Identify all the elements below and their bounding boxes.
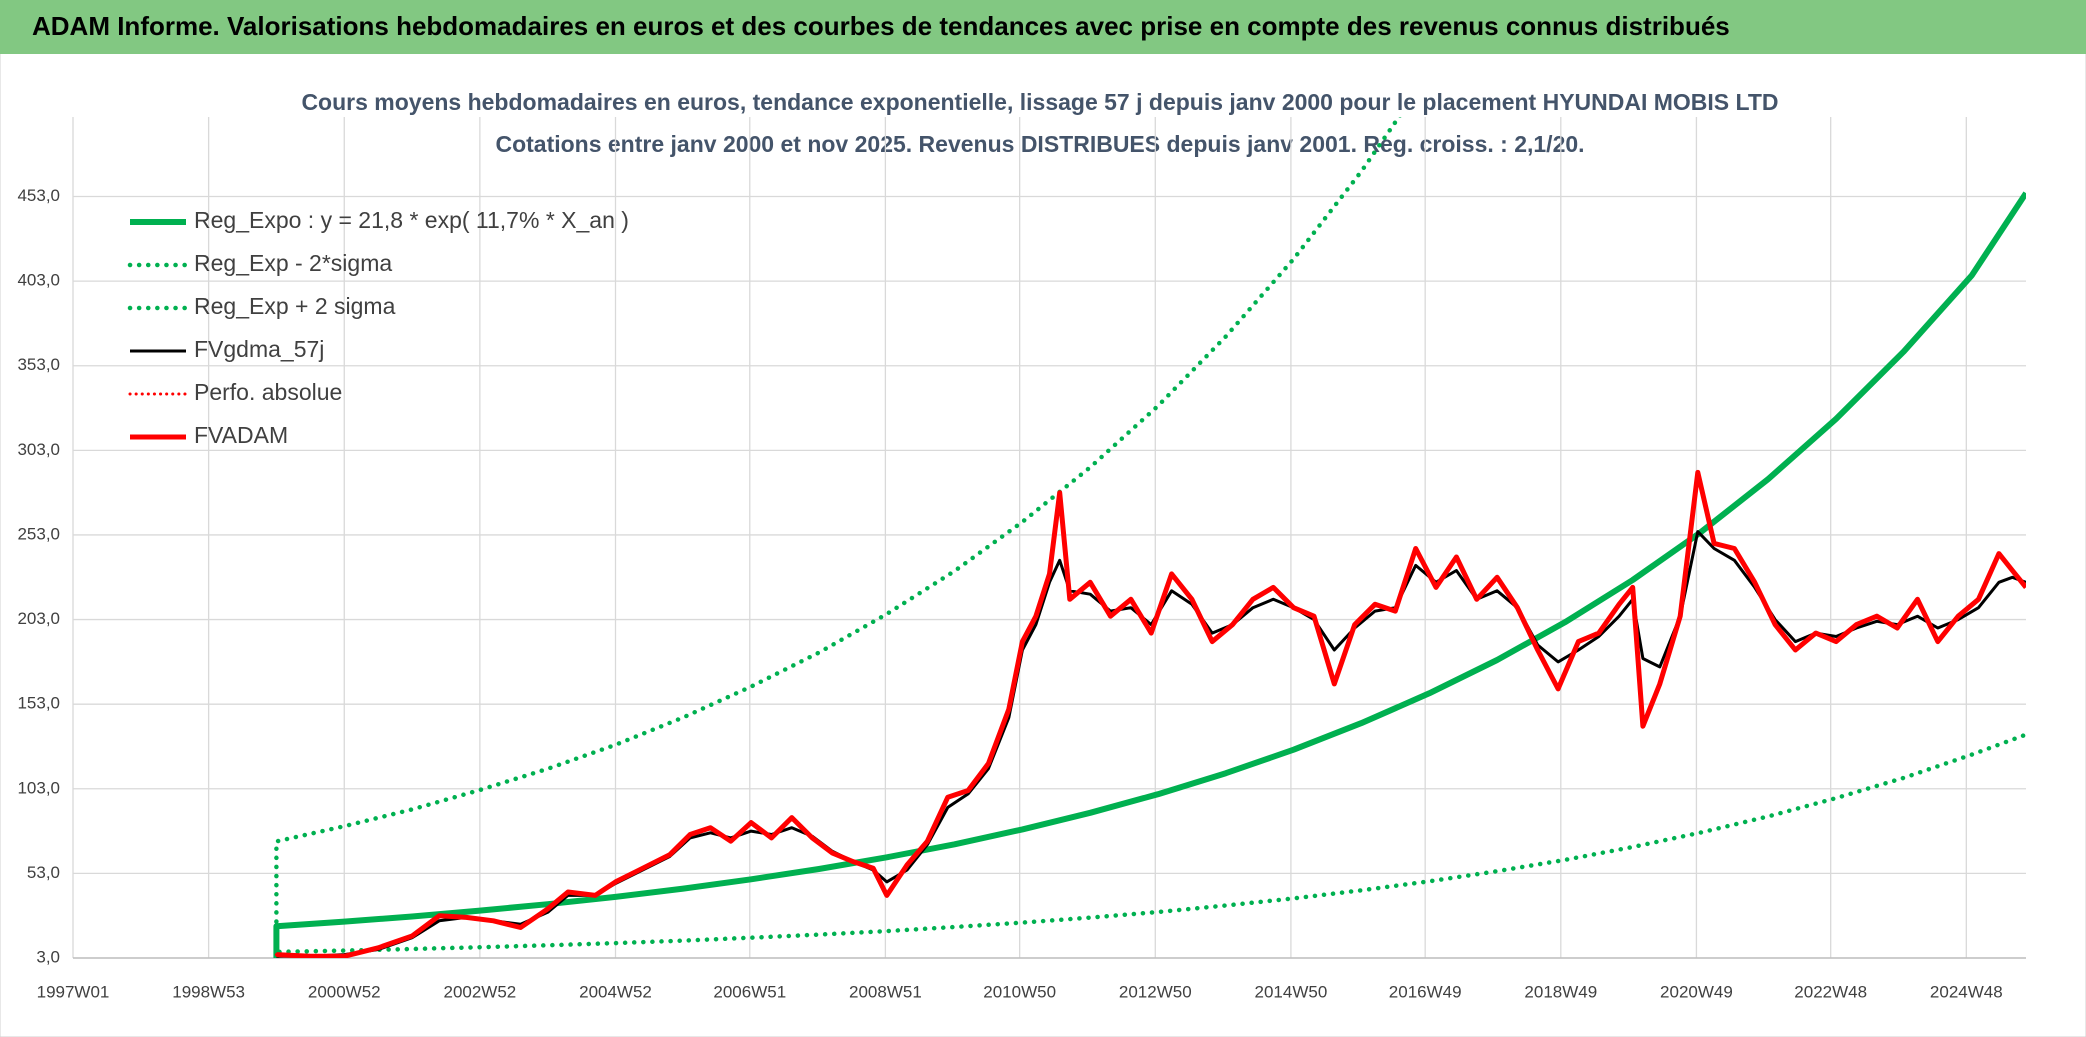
series-line <box>273 191 2026 958</box>
legend-label: Reg_Exp - 2*sigma <box>194 250 392 276</box>
x-tick-label: 2016W49 <box>1389 982 1462 1001</box>
x-tick-label: 2000W52 <box>308 982 381 1001</box>
x-tick-label: 2010W50 <box>983 982 1056 1001</box>
series-line <box>276 469 2026 958</box>
legend-label: Reg_Exp + 2 sigma <box>194 293 396 319</box>
y-tick-label: 303,0 <box>17 440 60 459</box>
legend-label: FVADAM <box>194 422 288 448</box>
x-tick-label: 1998W53 <box>172 982 245 1001</box>
x-tick-label: 2020W49 <box>1660 982 1733 1001</box>
y-tick-label: 253,0 <box>17 524 60 543</box>
chart-title: Cours moyens hebdomadaires en euros, ten… <box>301 89 1778 115</box>
x-tick-label: 2002W52 <box>443 982 516 1001</box>
header-band <box>0 0 2086 54</box>
y-tick-label: 3,0 <box>36 947 60 966</box>
legend-label: Reg_Expo : y = 21,8 * exp( 11,7% * X_an … <box>194 207 629 233</box>
x-tick-label: 2004W52 <box>579 982 652 1001</box>
y-tick-label: 203,0 <box>17 609 60 628</box>
plot-area <box>273 117 2026 958</box>
y-tick-label: 153,0 <box>17 694 60 713</box>
x-tick-label: 2024W48 <box>1930 982 2003 1001</box>
x-tick-label: 2006W51 <box>713 982 786 1001</box>
y-tick-label: 103,0 <box>17 778 60 797</box>
x-tick-label: 1997W01 <box>37 982 110 1001</box>
header-title: ADAM Informe. Valorisations hebdomadaire… <box>32 11 1730 41</box>
chart-subtitle: Cotations entre janv 2000 et nov 2025. R… <box>495 131 1584 157</box>
y-tick-label: 353,0 <box>17 355 60 374</box>
legend-label: FVgdma_57j <box>194 336 324 362</box>
x-tick-label: 2018W49 <box>1524 982 1597 1001</box>
x-tick-label: 2008W51 <box>849 982 922 1001</box>
x-tick-label: 2022W48 <box>1794 982 1867 1001</box>
x-tick-label: 2014W50 <box>1255 982 1328 1001</box>
series-line <box>274 732 2026 958</box>
legend-label: Perfo. absolue <box>194 379 342 405</box>
y-tick-label: 53,0 <box>27 863 60 882</box>
y-tick-label: 403,0 <box>17 271 60 290</box>
y-tick-label: 453,0 <box>17 186 60 205</box>
series-line <box>274 117 1402 958</box>
x-tick-label: 2012W50 <box>1119 982 1192 1001</box>
